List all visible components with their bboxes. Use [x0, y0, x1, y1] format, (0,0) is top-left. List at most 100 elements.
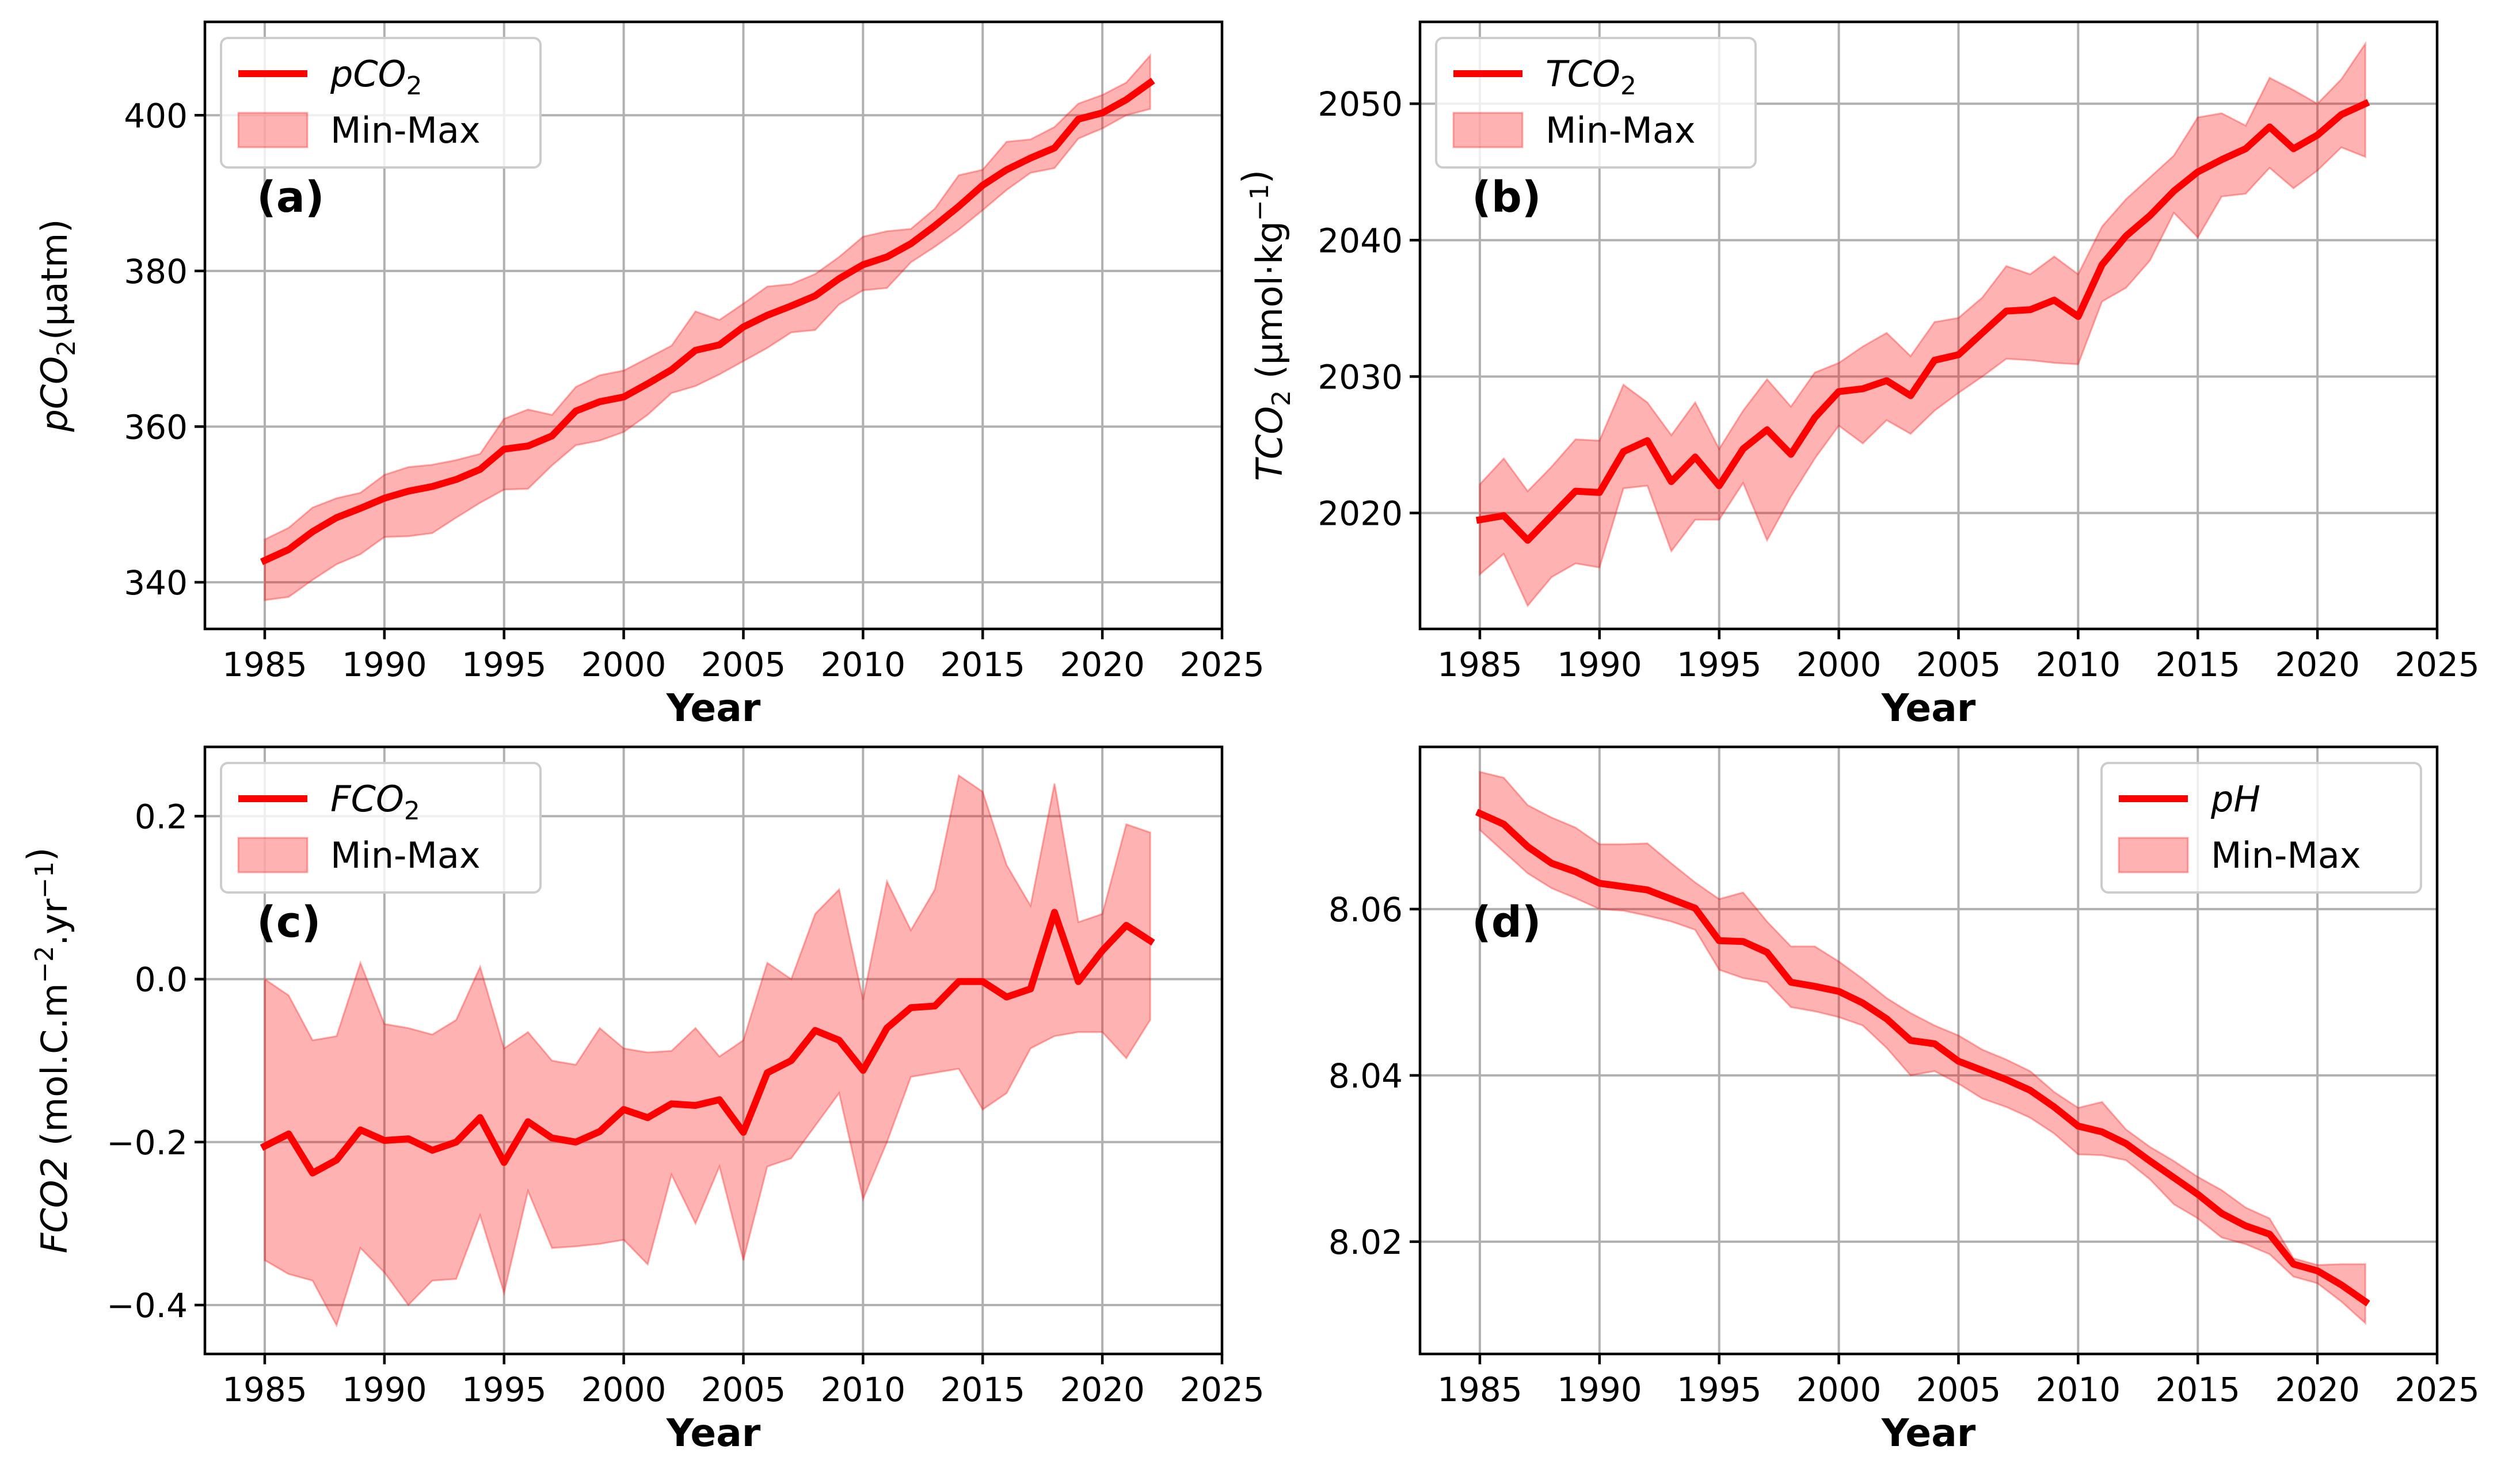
legend: TCO2 Min-Max: [1435, 37, 1757, 169]
y-axis-label: TCO2 (µmol·kg−1): [1235, 170, 1296, 481]
x-tick-label: 2020: [1060, 645, 1145, 684]
x-tick-label: 2005: [1916, 1370, 2001, 1409]
x-axis-label: Year: [1881, 1411, 1976, 1455]
panel-c: 1985 1990 1995 2000 2005 2010 2015 2020 2025 −0.4…: [20, 745, 1265, 1455]
legend-line-label-sub: 2: [404, 796, 420, 826]
y-tick-label: 380: [124, 252, 188, 291]
y-axis-label-unit: (µatm): [33, 219, 75, 341]
legend-band-label: Min-Max: [330, 834, 481, 876]
legend: pH Min-Max: [2100, 762, 2422, 894]
series-line-FCO2: [260, 909, 1155, 1177]
legend-line-label: FCO2: [330, 778, 420, 826]
y-axis-label-sup2: −1: [30, 861, 59, 899]
panel-tag: (d): [1472, 898, 1541, 947]
min-max-band: [1479, 770, 2366, 1325]
legend-line-label: pCO2: [330, 53, 422, 101]
y-tick-label: 400: [124, 96, 188, 135]
y-tick-label: 8.04: [1328, 1056, 1403, 1096]
y-axis-label-main: TCO: [1248, 406, 1291, 481]
y-tick-label: 360: [124, 407, 188, 447]
x-tick-label: 2015: [940, 645, 1025, 684]
x-tick-label: 2000: [1796, 1370, 1882, 1409]
x-tick-label: 1995: [1677, 645, 1762, 684]
x-tick-label: 2010: [821, 645, 906, 684]
y-tick-label: 8.06: [1328, 890, 1403, 929]
x-tick-label: 1985: [222, 645, 307, 684]
x-tick-label: 2025: [1179, 1370, 1265, 1409]
y-axis-label: FCO2 (mol.C.m−2.yr−1): [20, 848, 75, 1254]
legend-band-swatch: [237, 837, 309, 873]
y-axis-label-unit: (mol.C.m: [33, 983, 75, 1158]
legend: pCO2 Min-Max: [220, 37, 542, 169]
series-line-pCO2: [260, 78, 1155, 565]
x-tick-label: 2015: [2155, 1370, 2240, 1409]
y-tick-label: 0.0: [135, 960, 188, 999]
y-tick-label: −0.2: [106, 1123, 188, 1162]
legend-line-label-sub: 2: [406, 71, 422, 101]
y-tick-label: 0.2: [135, 797, 188, 836]
x-axis-label: Year: [666, 1411, 761, 1455]
x-tick-label: 1990: [1557, 1370, 1642, 1409]
y-tick-label: 2030: [1318, 357, 1403, 396]
y-axis-label-end: ): [20, 848, 62, 861]
y-axis-label-sub: 2: [52, 340, 81, 356]
y-axis-label-sup: −2: [30, 946, 59, 983]
x-tick-label: 2015: [2155, 645, 2240, 684]
x-tick-label: 2025: [1179, 645, 1265, 684]
x-tick-label: 1995: [462, 1370, 547, 1409]
x-tick-label: 2000: [581, 1370, 667, 1409]
y-tick-label: 340: [124, 563, 188, 602]
y-axis-label-sup: −1: [1245, 184, 1274, 221]
x-tick-label: 1995: [462, 645, 547, 684]
legend-line-label-main: TCO: [1545, 53, 1620, 95]
x-tick-label: 2015: [940, 1370, 1025, 1409]
plot-frame: [1418, 745, 2439, 1356]
legend: FCO2 Min-Max: [220, 762, 542, 894]
legend-band-label: Min-Max: [2211, 834, 2361, 876]
x-tick-label: 2010: [2036, 1370, 2121, 1409]
x-tick-label: 1985: [1437, 1370, 1522, 1409]
legend-band-swatch: [1452, 112, 1524, 148]
legend-band-swatch: [237, 112, 309, 148]
legend-line-label-sub: 2: [1620, 71, 1636, 101]
legend-line-label-main: pCO: [330, 53, 406, 95]
y-tick-label: 2020: [1318, 494, 1403, 533]
plot-frame: [1418, 20, 2439, 631]
x-tick-label: 2025: [2395, 645, 2480, 684]
x-tick-label: 2010: [821, 1370, 906, 1409]
y-axis-label-main: pCO: [33, 356, 75, 432]
x-tick-label: 2005: [1916, 645, 2001, 684]
panel-tag: (b): [1472, 173, 1541, 222]
y-tick-label: 2050: [1318, 85, 1403, 124]
panel-a: 1985 1990 1995 2000 2005 2010 2015 2020 2025 340 3…: [33, 20, 1265, 730]
x-tick-label: 1985: [222, 1370, 307, 1409]
x-tick-label: 2000: [581, 645, 667, 684]
legend-line-label: pH: [2210, 778, 2260, 820]
series-line-pH: [1475, 808, 2370, 1307]
y-axis-label-end: ): [1235, 170, 1277, 184]
x-tick-label: 2005: [701, 1370, 786, 1409]
x-tick-label: 2020: [1060, 1370, 1145, 1409]
plot-frame: [203, 20, 1224, 631]
y-axis-label: pCO2(µatm): [33, 219, 81, 433]
x-tick-label: 1985: [1437, 645, 1522, 684]
y-axis-label-main: FCO2: [33, 1157, 75, 1253]
x-axis-label: Year: [1881, 686, 1976, 730]
x-tick-label: 1990: [342, 1370, 427, 1409]
legend-line-label-main: pH: [2210, 778, 2260, 820]
x-tick-label: 2010: [2036, 645, 2121, 684]
y-axis-label-sub: 2: [1267, 390, 1296, 406]
legend-band-label: Min-Max: [1545, 109, 1696, 151]
plot-frame: [203, 745, 1224, 1356]
x-tick-label: 2020: [2275, 1370, 2360, 1409]
x-tick-label: 1995: [1677, 1370, 1762, 1409]
y-tick-label: 2040: [1318, 221, 1403, 260]
panel-tag: (a): [257, 173, 325, 222]
panel-b: 1985 1990 1995 2000 2005 2010 2015 2020 2025 2020…: [1235, 20, 2480, 730]
y-axis-label-unit2: .yr: [33, 898, 75, 945]
legend-band-label: Min-Max: [330, 109, 481, 151]
x-tick-label: 1990: [1557, 645, 1642, 684]
panel-d: 1985 1990 1995 2000 2005 2010 2015 2020 2025 8.02…: [1328, 745, 2480, 1455]
y-tick-label: −0.4: [106, 1286, 188, 1325]
